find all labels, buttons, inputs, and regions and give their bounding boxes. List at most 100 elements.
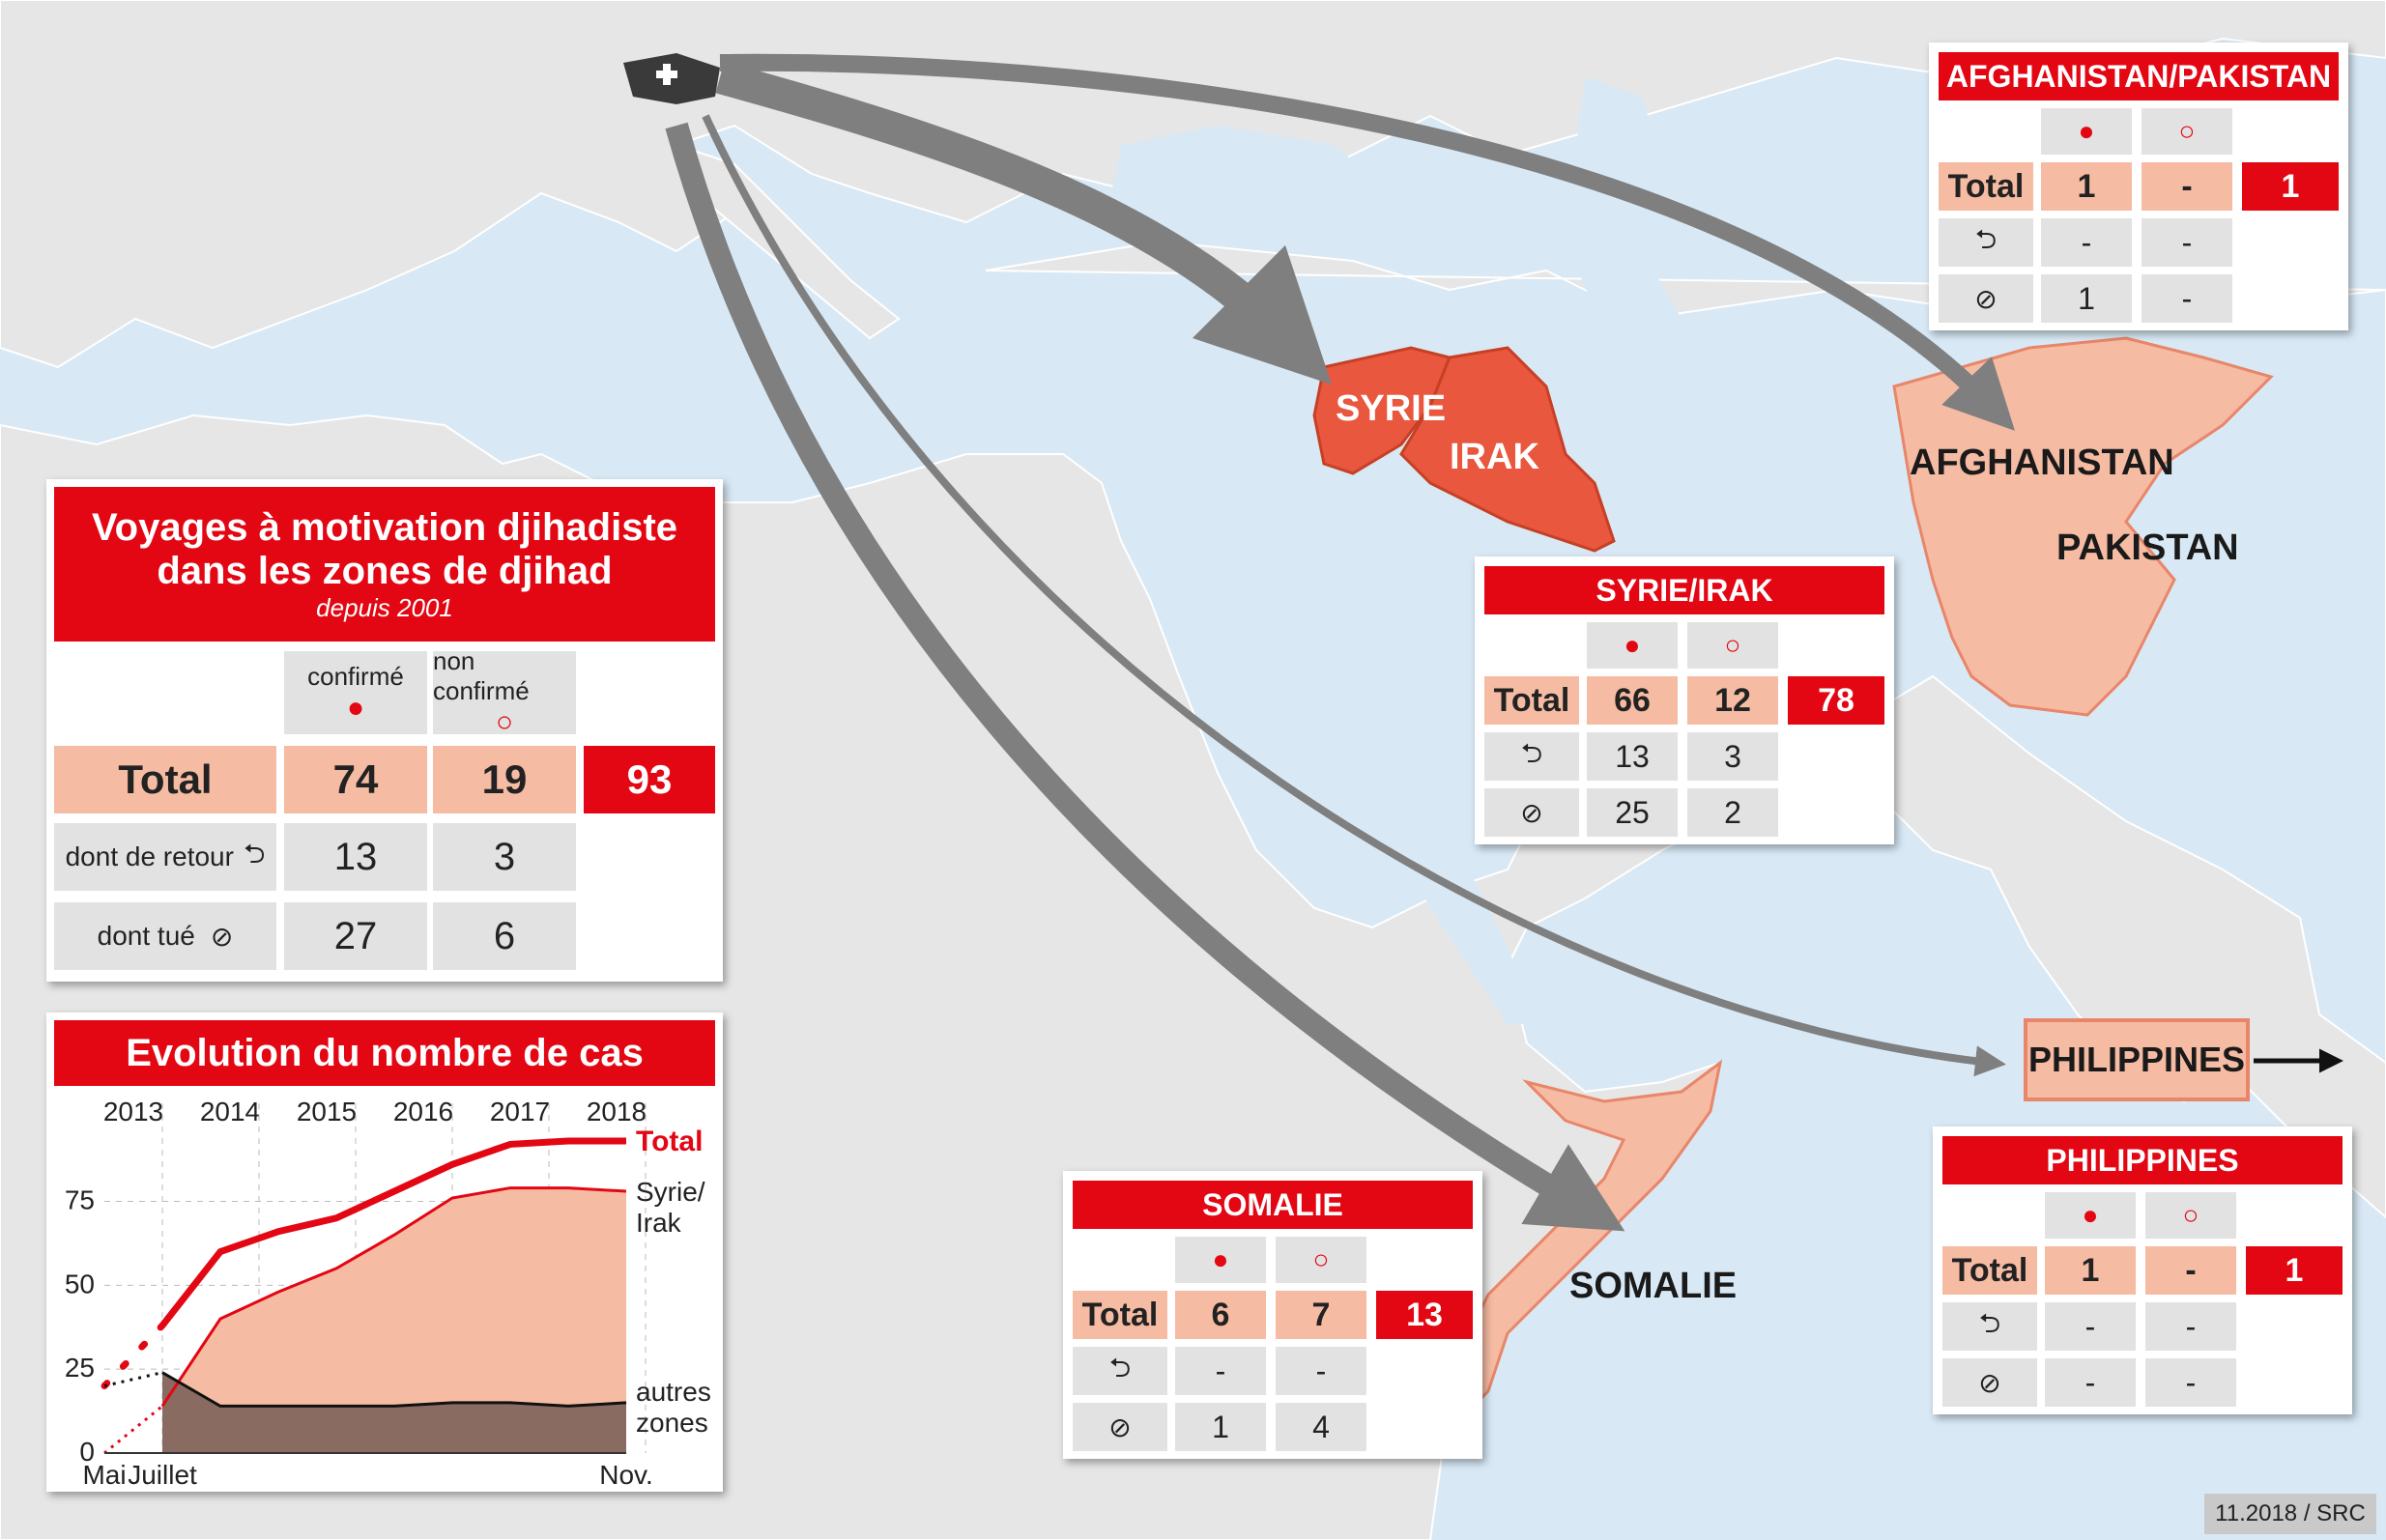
total-unconfirmed: 12	[1687, 676, 1778, 725]
series-syrie-dotted	[103, 1405, 163, 1455]
person-outline-icon: ○	[495, 706, 514, 738]
row-killed-text: dont tué	[97, 921, 195, 951]
total-unconfirmed: 19	[433, 746, 576, 813]
summary-subtitle: depuis 2001	[316, 592, 453, 622]
arrow-to-syria	[715, 61, 1333, 385]
year-label: 2014	[200, 1097, 260, 1126]
year-label: 2015	[297, 1097, 357, 1126]
philippines-region-box: PHILIPPINES	[2024, 1018, 2250, 1101]
table-title: AFGHANISTAN/PAKISTAN	[1939, 52, 2339, 100]
person-filled-icon: ●	[1587, 622, 1678, 669]
col-confirmed-label: confirmé	[307, 661, 404, 691]
total-all: 78	[1788, 676, 1884, 725]
series-total-line	[159, 1137, 626, 1328]
killed-unconfirmed: 6	[433, 902, 576, 970]
region-iraq	[1399, 346, 1616, 553]
table-somalie: SOMALIE ● ○ Total 6 7 13 ⮌ - - ⊘ 1 4	[1063, 1171, 1482, 1459]
series-autres-dotted	[103, 1371, 163, 1387]
swiss-flag-icon	[656, 64, 677, 85]
label-somalia: SOMALIE	[1569, 1266, 1738, 1306]
person-killed-icon: ⊘	[1939, 274, 2033, 323]
person-killed-icon: ⊘	[1484, 788, 1579, 837]
row-total-label: Total	[54, 746, 276, 813]
region-afghanistan-pakistan	[1892, 336, 2274, 717]
row-returned-label: dont de retour ⮌	[54, 823, 276, 891]
black-sea	[1111, 126, 1392, 242]
series-autres-line	[161, 1371, 627, 1408]
row-total-label: Total	[1939, 162, 2033, 211]
row-total-label: Total	[1073, 1291, 1167, 1339]
return-arrow-icon: ⮌	[1939, 218, 2033, 267]
total-confirmed: 1	[2041, 162, 2132, 211]
total-all: 93	[584, 746, 715, 813]
person-killed-icon: ⊘	[210, 921, 234, 952]
area-autres-zones	[162, 1372, 626, 1453]
label-autres-line1: autres	[636, 1377, 711, 1407]
total-all: 13	[1376, 1291, 1473, 1339]
table-title: SYRIE/IRAK	[1484, 566, 1884, 614]
year-label: 2017	[490, 1097, 550, 1126]
arrow-to-afghanistan	[719, 53, 2015, 431]
table-philippines: PHILIPPINES ● ○ Total 1-1 ⮌ - - ⊘ - -	[1933, 1126, 2352, 1414]
red-sea	[1266, 541, 1537, 1024]
x-start-line1: Mai	[82, 1460, 126, 1490]
killed-confirmed: 1	[2041, 274, 2132, 323]
summary-title-line1: Voyages à motivation djihadiste	[91, 505, 678, 549]
table-title: SOMALIE	[1073, 1181, 1473, 1229]
return-arrow-icon: ⮌	[1942, 1302, 2037, 1351]
arrow-to-somalia	[665, 122, 1625, 1232]
row-total-label: Total	[1942, 1246, 2037, 1295]
x-mid-line2: 2014	[132, 1491, 192, 1492]
year-label: 2016	[393, 1097, 453, 1126]
y-tick-label: 25	[65, 1353, 95, 1383]
y-tick-label: 75	[65, 1184, 95, 1214]
label-syrie-line2: Irak	[636, 1208, 682, 1238]
col-unconfirmed-label: non confirmé	[433, 646, 530, 705]
person-killed-icon: ⊘	[1942, 1358, 2037, 1407]
x-end-line2: 2018	[596, 1491, 656, 1492]
x-end-line1: Nov.	[599, 1460, 653, 1490]
col-header-unconfirmed: non confirmé ○	[433, 646, 576, 738]
y-tick-label: 0	[79, 1437, 95, 1467]
col-header-confirmed: confirmé ●	[284, 651, 427, 734]
return-arrow-icon: ⮌	[243, 839, 266, 869]
summary-title: Voyages à motivation djihadiste dans les…	[54, 487, 715, 642]
returned-confirmed: -	[2045, 1302, 2136, 1351]
year-label: 2013	[103, 1097, 163, 1126]
total-confirmed: 1	[2045, 1246, 2136, 1295]
total-confirmed: 74	[284, 746, 427, 813]
total-confirmed: 6	[1175, 1291, 1266, 1339]
region-syria	[1312, 346, 1452, 475]
killed-unconfirmed: 2	[1687, 788, 1778, 837]
arrow-to-philippines	[702, 114, 2006, 1077]
killed-confirmed: 1	[1175, 1403, 1266, 1451]
label-autres-line2: zones	[636, 1408, 708, 1438]
total-confirmed: 66	[1587, 676, 1678, 725]
total-all: 1	[2246, 1246, 2343, 1295]
label-syrie-line1: Syrie/	[636, 1177, 705, 1207]
returned-confirmed: -	[2041, 218, 2132, 267]
row-killed-label: dont tué ⊘	[54, 902, 276, 970]
row-returned-text: dont de retour	[65, 841, 234, 871]
person-filled-icon: ●	[346, 691, 365, 724]
person-outline-icon: ○	[1687, 622, 1778, 669]
returned-unconfirmed: -	[1276, 1347, 1366, 1395]
label-syria: SYRIE	[1336, 388, 1447, 429]
killed-unconfirmed: 4	[1276, 1403, 1366, 1451]
returned-confirmed: -	[1175, 1347, 1266, 1395]
label-afghanistan: AFGHANISTAN	[1910, 442, 2174, 483]
table-syrie-irak: SYRIE/IRAK ● ○ Total 66 12 78 ⮌ 13 3 ⊘ 25 2	[1475, 556, 1894, 844]
area-syrie-irak	[162, 1187, 626, 1453]
summary-title-line2: dans les zones de djihad	[157, 549, 613, 592]
row-total-label: Total	[1484, 676, 1579, 725]
returned-unconfirmed: 3	[1687, 732, 1778, 781]
killed-confirmed: -	[2045, 1358, 2136, 1407]
total-unconfirmed: 7	[1276, 1291, 1366, 1339]
return-arrow-icon: ⮌	[1484, 732, 1579, 781]
credit: 11.2018 / SRC	[2204, 1494, 2376, 1534]
person-outline-icon: ○	[2145, 1192, 2236, 1239]
y-tick-label: 50	[65, 1269, 95, 1298]
caspian-sea	[1566, 77, 1682, 348]
return-arrow-icon: ⮌	[1073, 1347, 1167, 1395]
killed-confirmed: 27	[284, 902, 427, 970]
